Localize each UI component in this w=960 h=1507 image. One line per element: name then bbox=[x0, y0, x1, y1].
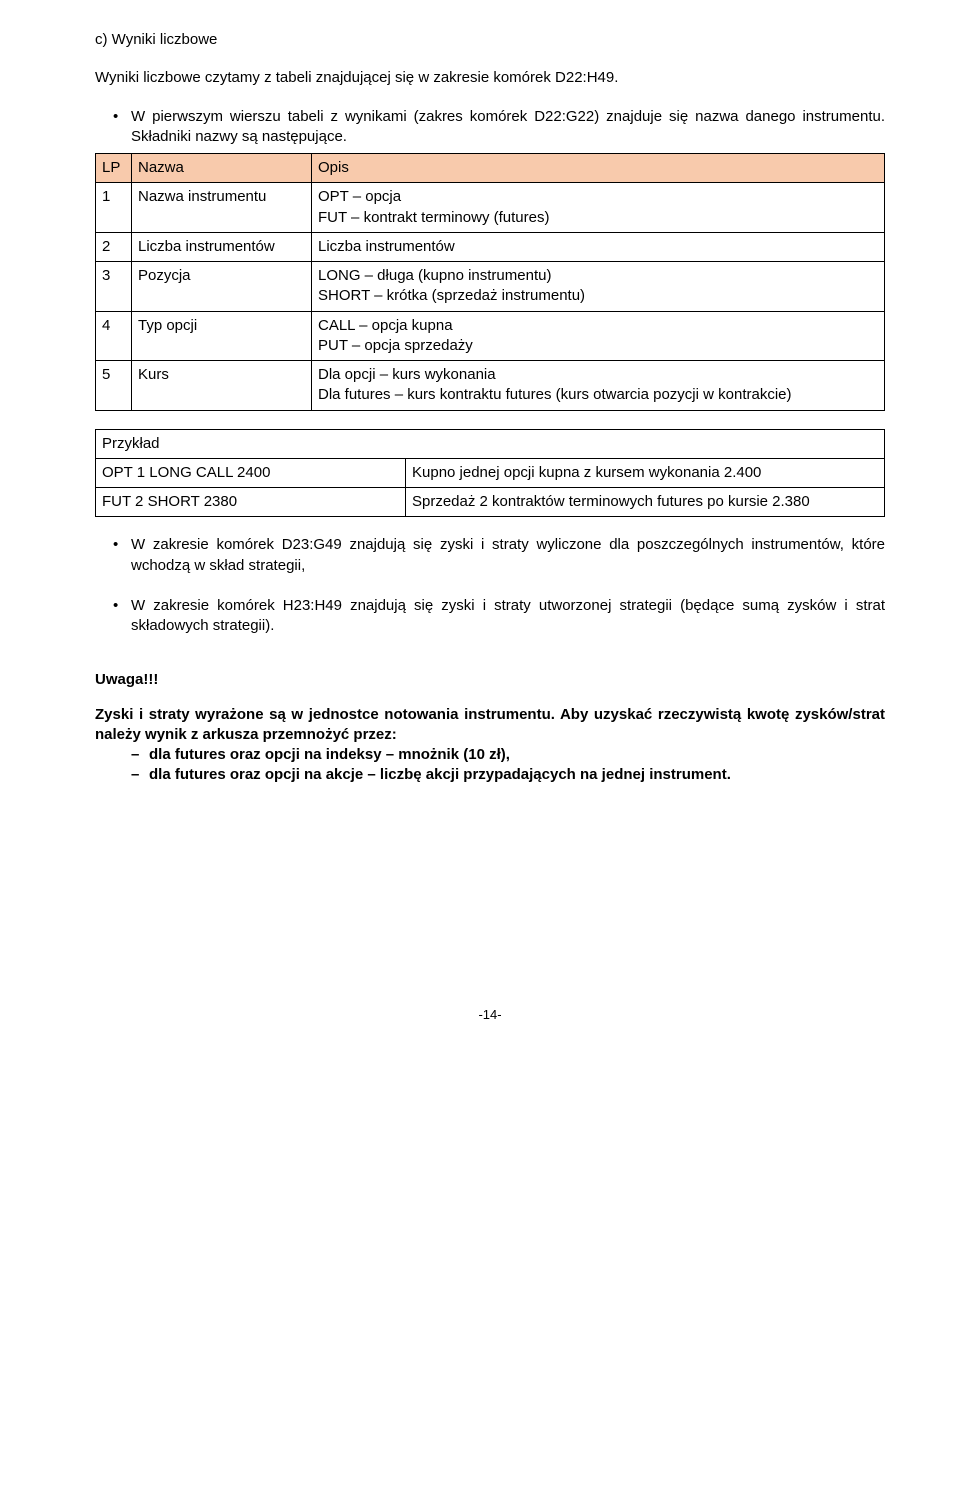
list-item: dla futures oraz opcji na akcje – liczbę… bbox=[95, 765, 885, 785]
example-right: Kupno jednej opcji kupna z kursem wykona… bbox=[406, 458, 885, 487]
table-row: 2 Liczba instrumentów Liczba instrumentó… bbox=[96, 232, 885, 261]
table-header-row: LP Nazwa Opis bbox=[96, 154, 885, 183]
desc-line: CALL – opcja kupna bbox=[318, 316, 878, 336]
example-left: FUT 2 SHORT 2380 bbox=[96, 488, 406, 517]
warning-title: Uwaga!!! bbox=[95, 670, 885, 690]
cell-lp: 2 bbox=[96, 232, 132, 261]
cell-desc: Dla opcji – kurs wykonania Dla futures –… bbox=[312, 361, 885, 411]
header-lp: LP bbox=[96, 154, 132, 183]
cell-name: Pozycja bbox=[132, 262, 312, 312]
definition-table: LP Nazwa Opis 1 Nazwa instrumentu OPT – … bbox=[95, 153, 885, 411]
table-row: 1 Nazwa instrumentu OPT – opcja FUT – ko… bbox=[96, 183, 885, 233]
list-item: dla futures oraz opcji na indeksy – mnoż… bbox=[95, 745, 885, 765]
list-item: W zakresie komórek H23:H49 znajdują się … bbox=[95, 596, 885, 637]
example-title: Przykład bbox=[96, 429, 885, 458]
desc-line: PUT – opcja sprzedaży bbox=[318, 336, 878, 356]
desc-line: Liczba instrumentów bbox=[318, 237, 878, 257]
desc-line: LONG – długa (kupno instrumentu) bbox=[318, 266, 878, 286]
bullet-list-2: W zakresie komórek D23:G49 znajdują się … bbox=[95, 535, 885, 576]
cell-name: Nazwa instrumentu bbox=[132, 183, 312, 233]
desc-line: OPT – opcja bbox=[318, 187, 878, 207]
page-number: -14- bbox=[95, 1006, 885, 1024]
table-row: 5 Kurs Dla opcji – kurs wykonania Dla fu… bbox=[96, 361, 885, 411]
cell-lp: 5 bbox=[96, 361, 132, 411]
cell-lp: 3 bbox=[96, 262, 132, 312]
cell-name: Kurs bbox=[132, 361, 312, 411]
example-table: Przykład OPT 1 LONG CALL 2400 Kupno jedn… bbox=[95, 429, 885, 518]
table-row: OPT 1 LONG CALL 2400 Kupno jednej opcji … bbox=[96, 458, 885, 487]
list-item: W zakresie komórek D23:G49 znajdują się … bbox=[95, 535, 885, 576]
example-left: OPT 1 LONG CALL 2400 bbox=[96, 458, 406, 487]
desc-line: FUT – kontrakt terminowy (futures) bbox=[318, 208, 878, 228]
cell-desc: Liczba instrumentów bbox=[312, 232, 885, 261]
warning-body: Zyski i straty wyrażone są w jednostce n… bbox=[95, 705, 885, 746]
header-name: Nazwa bbox=[132, 154, 312, 183]
cell-lp: 4 bbox=[96, 311, 132, 361]
warning-list: dla futures oraz opcji na indeksy – mnoż… bbox=[95, 745, 885, 786]
header-desc: Opis bbox=[312, 154, 885, 183]
bullet-list-2b: W zakresie komórek H23:H49 znajdują się … bbox=[95, 596, 885, 637]
bullet-list-1: W pierwszym wierszu tabeli z wynikami (z… bbox=[95, 107, 885, 148]
section-label: c) Wyniki liczbowe bbox=[95, 30, 885, 50]
cell-desc: OPT – opcja FUT – kontrakt terminowy (fu… bbox=[312, 183, 885, 233]
desc-line: SHORT – krótka (sprzedaż instrumentu) bbox=[318, 286, 878, 306]
cell-desc: CALL – opcja kupna PUT – opcja sprzedaży bbox=[312, 311, 885, 361]
list-item: W pierwszym wierszu tabeli z wynikami (z… bbox=[95, 107, 885, 148]
cell-lp: 1 bbox=[96, 183, 132, 233]
intro-text: Wyniki liczbowe czytamy z tabeli znajduj… bbox=[95, 68, 885, 88]
cell-name: Typ opcji bbox=[132, 311, 312, 361]
cell-desc: LONG – długa (kupno instrumentu) SHORT –… bbox=[312, 262, 885, 312]
cell-name: Liczba instrumentów bbox=[132, 232, 312, 261]
desc-line: Dla opcji – kurs wykonania bbox=[318, 365, 878, 385]
table-row: 3 Pozycja LONG – długa (kupno instrument… bbox=[96, 262, 885, 312]
table-row: FUT 2 SHORT 2380 Sprzedaż 2 kontraktów t… bbox=[96, 488, 885, 517]
example-right: Sprzedaż 2 kontraktów terminowych future… bbox=[406, 488, 885, 517]
desc-line: Dla futures – kurs kontraktu futures (ku… bbox=[318, 385, 878, 405]
table-row: 4 Typ opcji CALL – opcja kupna PUT – opc… bbox=[96, 311, 885, 361]
example-title-row: Przykład bbox=[96, 429, 885, 458]
